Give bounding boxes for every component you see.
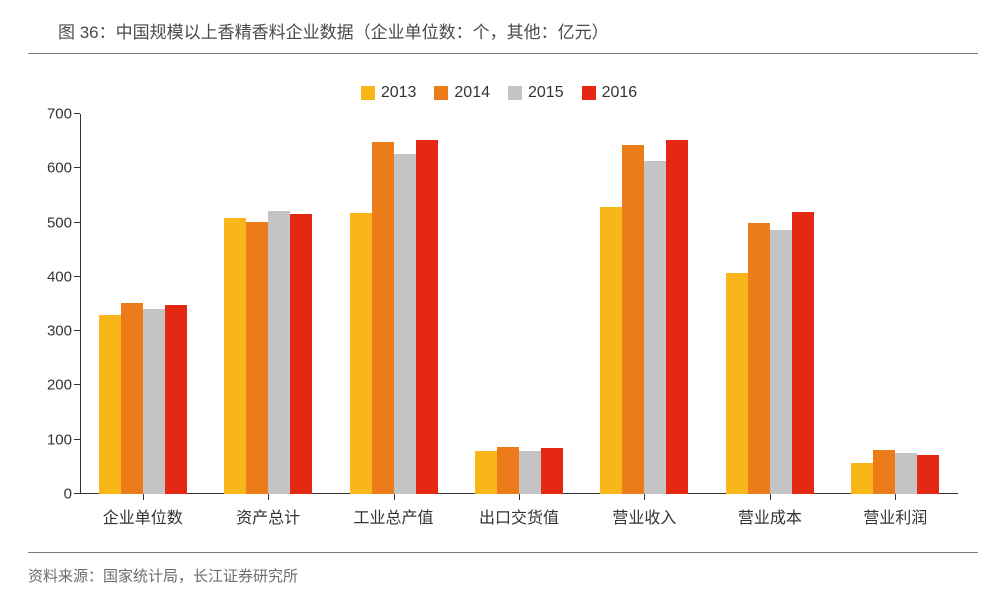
bar <box>541 448 563 494</box>
y-tick-label: 0 <box>64 486 72 503</box>
bar <box>873 450 895 495</box>
x-tick-label: 工业总产值 <box>354 504 434 528</box>
bar <box>792 212 814 494</box>
legend: 2013 2014 2015 2016 <box>30 84 968 102</box>
bar <box>622 145 644 494</box>
x-tick-label: 资产总计 <box>236 504 300 528</box>
bar <box>224 218 246 494</box>
legend-swatch <box>508 86 522 100</box>
bar <box>497 447 519 494</box>
legend-label: 2014 <box>454 84 490 102</box>
legend-item: 2015 <box>508 84 564 102</box>
bar-group <box>99 114 187 494</box>
legend-swatch <box>582 86 596 100</box>
bar <box>372 142 394 494</box>
bar <box>246 222 268 495</box>
bar-group <box>350 114 438 494</box>
x-tick-mark <box>519 494 520 500</box>
bar <box>666 140 688 494</box>
legend-swatch <box>434 86 448 100</box>
y-tick-label: 700 <box>47 106 72 123</box>
bar <box>895 453 917 494</box>
bar <box>121 303 143 494</box>
y-tick-label: 200 <box>47 377 72 394</box>
bar <box>917 455 939 494</box>
x-tick-mark <box>770 494 771 500</box>
bar <box>268 211 290 494</box>
bar <box>644 161 666 494</box>
bars-container <box>80 114 958 494</box>
bar <box>851 463 873 494</box>
bar <box>519 451 541 494</box>
legend-item: 2014 <box>434 84 490 102</box>
y-tick-label: 400 <box>47 268 72 285</box>
y-axis: 0100200300400500600700 <box>30 114 80 494</box>
source-attribution: 资料来源：国家统计局，长江证券研究所 <box>28 552 978 586</box>
y-tick-label: 300 <box>47 323 72 340</box>
x-tick-mark <box>394 494 395 500</box>
x-tick-mark <box>644 494 645 500</box>
legend-item: 2016 <box>582 84 638 102</box>
bar <box>416 140 438 494</box>
y-tick-label: 500 <box>47 214 72 231</box>
x-tick-mark <box>268 494 269 500</box>
bar <box>770 230 792 494</box>
y-tick-label: 600 <box>47 160 72 177</box>
legend-label: 2013 <box>381 84 417 102</box>
x-axis: 企业单位数 资产总计 工业总产值 出口交货值 营业收入 营业成本 营业利润 <box>80 494 958 534</box>
bar-chart: 2013201420152016 0100200300400500600700 … <box>30 84 968 534</box>
bar-group <box>224 114 312 494</box>
bar <box>99 315 121 494</box>
bar <box>350 213 372 494</box>
figure-title: 图 36：中国规模以上香精香料企业数据（企业单位数：个，其他：亿元） <box>28 0 978 54</box>
x-tick-label: 出口交货值 <box>479 504 559 528</box>
x-tick-label: 营业利润 <box>863 504 927 528</box>
bar <box>143 309 165 494</box>
legend-swatch <box>361 86 375 100</box>
bar-group <box>851 114 939 494</box>
x-tick-label: 营业收入 <box>612 504 676 528</box>
x-tick-mark <box>143 494 144 500</box>
legend-label: 2015 <box>528 84 564 102</box>
bar-group <box>475 114 563 494</box>
x-tick-label: 营业成本 <box>738 504 802 528</box>
bar <box>600 207 622 494</box>
legend-item: 2013 <box>361 84 417 102</box>
y-tick-label: 100 <box>47 431 72 448</box>
bar-group <box>600 114 688 494</box>
bar <box>748 223 770 494</box>
bar <box>290 214 312 494</box>
plot-area <box>80 114 958 494</box>
legend-label: 2016 <box>602 84 638 102</box>
x-tick-mark <box>895 494 896 500</box>
bar <box>165 305 187 494</box>
x-tick-label: 企业单位数 <box>103 504 183 528</box>
bar-group <box>726 114 814 494</box>
bar <box>394 154 416 494</box>
bar <box>726 273 748 494</box>
bar <box>475 451 497 494</box>
